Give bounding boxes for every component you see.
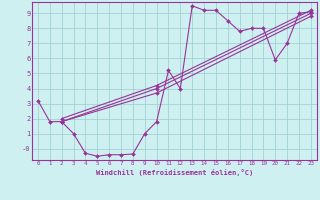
X-axis label: Windchill (Refroidissement éolien,°C): Windchill (Refroidissement éolien,°C) bbox=[96, 169, 253, 176]
